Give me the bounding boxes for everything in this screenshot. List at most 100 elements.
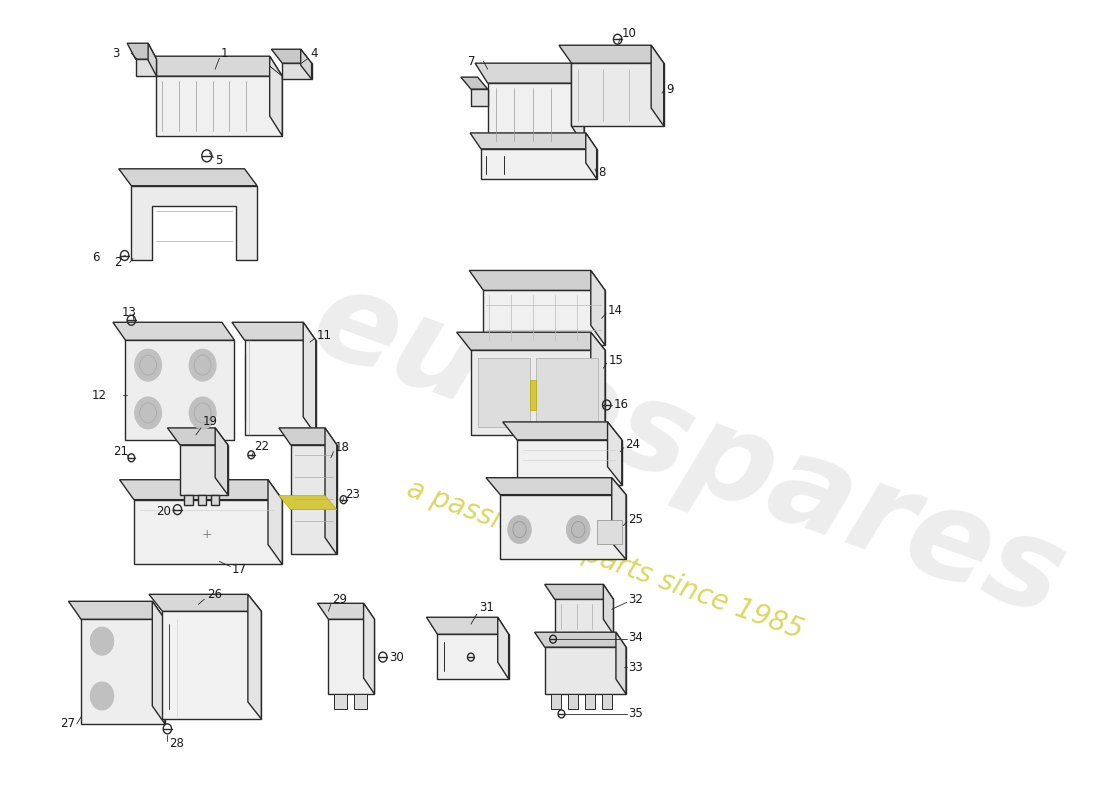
Polygon shape [283,63,311,79]
Polygon shape [81,619,165,724]
Polygon shape [572,63,584,146]
Polygon shape [131,186,257,261]
Polygon shape [544,647,626,694]
Polygon shape [167,428,228,445]
Polygon shape [364,603,374,694]
Circle shape [189,397,216,429]
Text: 20: 20 [156,505,172,518]
Polygon shape [318,603,374,619]
Text: 21: 21 [113,446,128,458]
Text: 27: 27 [60,718,75,730]
Polygon shape [68,602,165,619]
Polygon shape [602,694,612,709]
Polygon shape [135,59,156,76]
Polygon shape [471,350,605,435]
Circle shape [566,515,590,543]
Polygon shape [279,496,337,510]
Text: 3: 3 [112,46,120,60]
Text: 35: 35 [628,707,643,721]
Text: 31: 31 [480,601,494,614]
Text: a passion for parts since 1985: a passion for parts since 1985 [403,474,807,644]
Polygon shape [612,478,626,559]
Text: 18: 18 [336,442,350,454]
Polygon shape [475,63,584,83]
Polygon shape [487,83,584,146]
Text: 29: 29 [332,593,348,606]
Polygon shape [477,358,529,427]
Text: 6: 6 [92,251,99,264]
Text: 4: 4 [310,46,318,60]
Polygon shape [300,50,311,79]
Polygon shape [125,340,234,440]
Text: 1: 1 [221,46,229,60]
Text: 25: 25 [628,513,643,526]
Polygon shape [156,76,283,136]
Polygon shape [180,445,228,494]
Polygon shape [591,332,605,435]
Text: 11: 11 [317,329,331,342]
Polygon shape [607,422,621,485]
Polygon shape [279,428,337,445]
Text: 15: 15 [608,354,624,366]
Text: +: + [201,528,212,541]
Polygon shape [497,618,508,679]
Polygon shape [535,632,626,647]
Polygon shape [354,694,367,709]
Polygon shape [616,632,626,694]
Text: 30: 30 [388,650,404,664]
Polygon shape [517,440,622,485]
Polygon shape [651,46,663,126]
Polygon shape [438,634,508,679]
Polygon shape [272,50,311,63]
Polygon shape [324,428,337,554]
Text: 19: 19 [202,415,218,429]
Polygon shape [270,56,283,136]
Polygon shape [544,584,614,599]
Circle shape [508,515,531,543]
Polygon shape [248,594,262,719]
Polygon shape [232,322,316,340]
Polygon shape [456,332,605,350]
Text: 28: 28 [169,738,184,750]
Polygon shape [585,694,595,709]
Polygon shape [470,133,596,149]
Polygon shape [486,478,626,494]
Polygon shape [554,599,614,634]
Text: eurospares: eurospares [297,258,1081,642]
Polygon shape [551,694,561,709]
Text: 22: 22 [254,440,270,454]
Polygon shape [591,270,605,345]
Text: 7: 7 [468,54,475,68]
Polygon shape [119,169,257,186]
Polygon shape [211,494,219,505]
Polygon shape [244,340,316,435]
Polygon shape [329,619,374,694]
Text: 14: 14 [607,304,623,317]
Text: 9: 9 [667,82,673,95]
Polygon shape [461,77,487,89]
Text: 24: 24 [625,438,640,451]
Polygon shape [537,358,598,427]
Polygon shape [559,46,663,63]
Polygon shape [216,428,228,494]
Polygon shape [290,445,337,554]
Polygon shape [585,133,596,178]
Polygon shape [304,322,316,435]
Polygon shape [184,494,192,505]
Polygon shape [596,519,622,545]
Polygon shape [572,63,663,126]
Polygon shape [471,89,487,106]
Polygon shape [568,694,579,709]
Text: 32: 32 [628,593,643,606]
Polygon shape [481,149,596,178]
Polygon shape [484,290,605,345]
Polygon shape [134,500,283,565]
Polygon shape [148,43,156,76]
Text: 13: 13 [121,306,136,319]
Text: 34: 34 [628,630,643,644]
Circle shape [134,397,162,429]
Text: 8: 8 [598,166,606,179]
Polygon shape [268,480,283,565]
Polygon shape [604,584,614,634]
Circle shape [189,349,216,381]
